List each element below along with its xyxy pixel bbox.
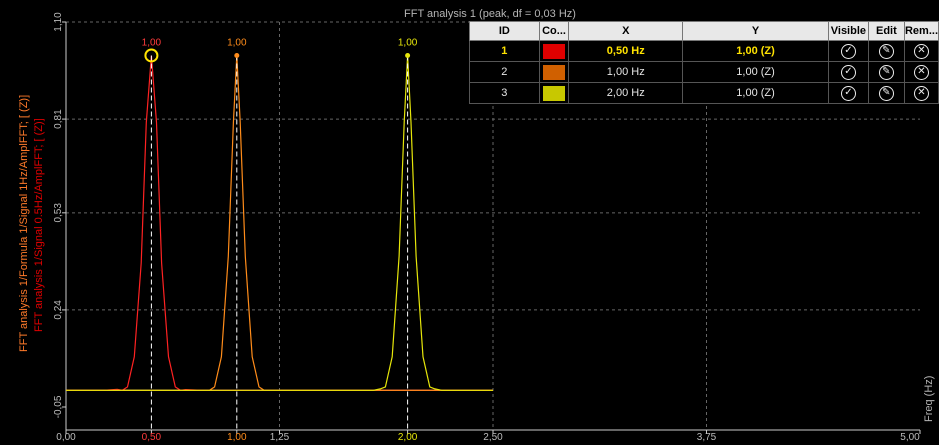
marker-visible[interactable]: ✓: [828, 40, 869, 62]
marker-visible[interactable]: ✓: [828, 82, 869, 104]
col-x[interactable]: X: [568, 21, 684, 41]
marker-color[interactable]: [538, 82, 570, 104]
x-tick-label-3: 1,25: [270, 432, 290, 443]
color-swatch[interactable]: [543, 43, 566, 59]
peak-label-3: 1,00: [398, 37, 418, 48]
x-circle-icon[interactable]: ✕: [913, 64, 929, 80]
y-tick-label-3: 0,81: [53, 109, 64, 129]
y-axis-label-signal: FFT analysis 1/Signal 0.5Hz/AmplFFT; [ (…: [33, 118, 45, 332]
marker-table-header: ID Co... X Y Visible Edit Rem...: [469, 21, 939, 41]
marker-color[interactable]: [538, 40, 570, 62]
check-circle-icon[interactable]: ✓: [840, 43, 856, 59]
x-tick-label-6: 3,75: [697, 432, 717, 443]
marker-y-value: 1,00 (Z): [682, 61, 829, 83]
col-visible[interactable]: Visible: [828, 21, 869, 41]
chart-title: FFT analysis 1 (peak, df = 0,03 Hz): [404, 8, 576, 20]
color-swatch[interactable]: [543, 85, 566, 101]
peak-dot-2: [234, 52, 240, 58]
y-tick-label-4: 1,10: [53, 12, 64, 32]
marker-x-value: 1,00 Hz: [568, 61, 684, 83]
marker-remove[interactable]: ✕: [903, 61, 939, 83]
col-id[interactable]: ID: [469, 21, 540, 41]
marker-id: 2: [469, 61, 540, 83]
marker-remove[interactable]: ✕: [903, 40, 939, 62]
marker-color[interactable]: [538, 61, 570, 83]
color-swatch[interactable]: [543, 64, 566, 80]
x-circle-icon[interactable]: ✕: [913, 43, 929, 59]
peak-label-1: 1,00: [142, 37, 162, 48]
marker-edit[interactable]: ✎: [867, 82, 905, 104]
tick-labels: 0,00 0,50 1,00 1,25 2,00 2,50 3,75 5,00 -0,05 0,2…: [53, 12, 921, 443]
pencil-circle-icon[interactable]: ✎: [878, 85, 894, 101]
selected-peak-marker: [144, 48, 159, 63]
marker-row[interactable]: 2 1,00 Hz 1,00 (Z) ✓ ✎ ✕: [469, 61, 939, 83]
marker-row[interactable]: 3 2,00 Hz 1,00 (Z) ✓ ✎ ✕: [469, 82, 939, 104]
x-tick-label-5: 2,50: [483, 432, 503, 443]
y-axis-label-formula: FFT analysis 1/Formula 1/Signal 1Hz/Ampl…: [18, 94, 30, 352]
marker-y-value: 1,00 (Z): [682, 82, 829, 104]
col-edit[interactable]: Edit: [867, 21, 905, 41]
pencil-circle-icon[interactable]: ✎: [878, 64, 894, 80]
marker-y-value: 1,00 (Z): [682, 40, 829, 62]
col-y[interactable]: Y: [682, 21, 829, 41]
marker-remove[interactable]: ✕: [903, 82, 939, 104]
peak-markers: 1,00 1,00 1,00: [142, 37, 418, 430]
x-circle-icon[interactable]: ✕: [913, 85, 929, 101]
marker-row[interactable]: 1 0,50 Hz 1,00 (Z) ✓ ✎ ✕: [469, 40, 939, 62]
marker-visible[interactable]: ✓: [828, 61, 869, 83]
y-tick-label-2: 0,53: [53, 203, 64, 223]
y-tick-label-0: -0,05: [53, 395, 64, 418]
check-circle-icon[interactable]: ✓: [840, 85, 856, 101]
marker-x-value: 0,50 Hz: [568, 40, 684, 62]
peak-label-2: 1,00: [227, 37, 247, 48]
x-axis-label: Freq (Hz): [923, 376, 935, 422]
pencil-circle-icon[interactable]: ✎: [878, 43, 894, 59]
marker-edit[interactable]: ✎: [867, 61, 905, 83]
col-color[interactable]: Co...: [538, 21, 570, 41]
y-tick-label-1: 0,24: [53, 300, 64, 320]
x-tick-label-7: 5,00: [900, 432, 920, 443]
col-remove[interactable]: Rem...: [903, 21, 939, 41]
x-tick-label-4: 2,00: [398, 432, 418, 443]
x-tick-label-0: 0,00: [56, 432, 76, 443]
marker-table: ID Co... X Y Visible Edit Rem... 1 0,50 H…: [469, 21, 939, 104]
marker-edit[interactable]: ✎: [867, 40, 905, 62]
peak-dot-3: [405, 52, 411, 58]
x-tick-label-2: 1,00: [227, 432, 247, 443]
marker-id: 3: [469, 82, 540, 104]
marker-x-value: 2,00 Hz: [568, 82, 684, 104]
check-circle-icon[interactable]: ✓: [840, 64, 856, 80]
marker-id: 1: [469, 40, 540, 62]
x-tick-label-1: 0,50: [142, 432, 162, 443]
